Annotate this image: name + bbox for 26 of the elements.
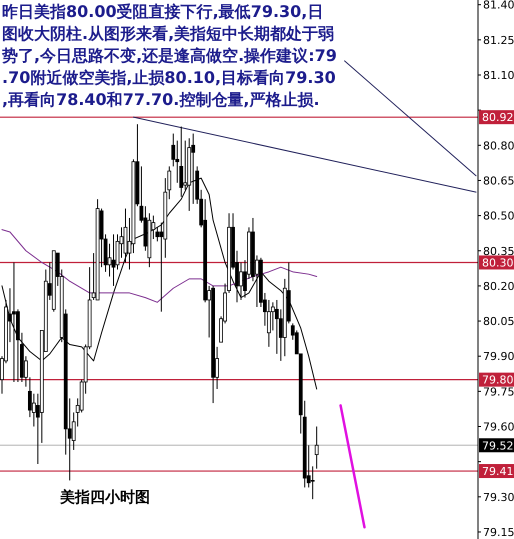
ref-line-label: 79.52 — [482, 439, 514, 452]
y-tick-label: 80.80 — [483, 139, 514, 152]
y-tick-label: 81.40 — [483, 0, 514, 12]
y-tick-label: 79.30 — [483, 490, 514, 504]
ref-line-label: 80.92 — [482, 111, 514, 124]
ref-label: 79.52 — [479, 438, 514, 452]
annotation: 昨日美指80.00受阻直接下行,最低79.30,日图收大阴柱.从图形来看,美指短中长期都处于弱势了,今日思路不变,还是逢高做空.操作建议:79.70附近做空美指,止损80.10,目标看向79.30,再看向78.40和77.70.控制仓量,严格止损. — [2, 2, 337, 109]
y-tick-label: 79.15 — [483, 526, 514, 539]
y-tick-label: 80.35 — [483, 244, 514, 258]
y-tick-label: 81.25 — [483, 34, 514, 47]
ref-label: 80.30 — [479, 255, 514, 270]
ref-label: 79.80 — [479, 372, 514, 387]
y-tick-label: 79.75 — [483, 385, 514, 398]
y-tick-label: 80.65 — [483, 174, 514, 188]
y-tick-label: 80.20 — [483, 280, 514, 293]
y-tick-label: 79.60 — [483, 420, 514, 434]
y-tick-label: 81.10 — [483, 68, 514, 82]
y-tick-label: 80.50 — [483, 210, 514, 223]
ref-label: 79.41 — [479, 464, 514, 478]
ref-line-label: 80.30 — [482, 256, 514, 270]
ref-label: 80.92 — [479, 110, 514, 124]
ref-line-label: 79.80 — [482, 374, 514, 387]
annotation: 美指四小时图 — [60, 488, 150, 506]
ref-line-label: 79.41 — [482, 465, 514, 478]
y-tick-label: 79.90 — [483, 350, 514, 364]
y-tick-label: 80.05 — [483, 315, 514, 328]
